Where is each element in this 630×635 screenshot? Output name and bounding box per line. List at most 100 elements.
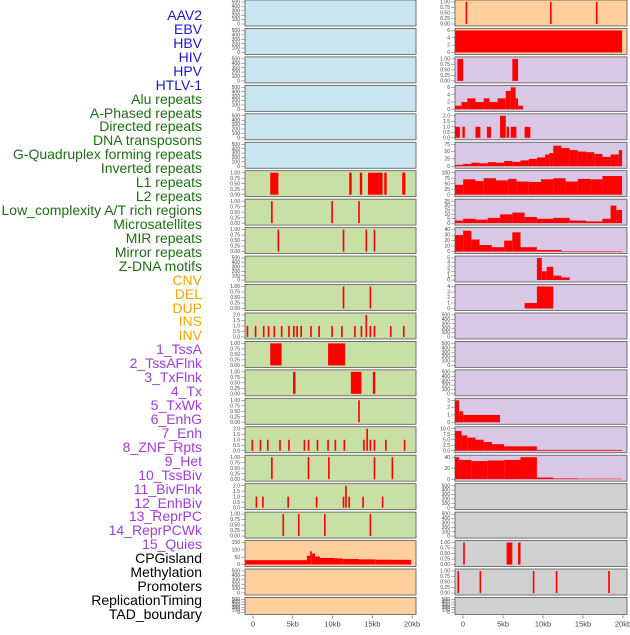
data-bar — [270, 172, 279, 195]
y-tick-label: 400 — [442, 317, 451, 323]
data-bar — [360, 325, 363, 337]
y-tick-label: 200 — [232, 155, 241, 161]
track-label: Methylation — [130, 564, 202, 581]
y-tick-label: 0.00 — [440, 79, 450, 85]
data-bar — [550, 2, 552, 24]
y-tick-label: 300 — [442, 321, 451, 327]
y-tick-label: 50 — [444, 149, 450, 155]
data-bar — [369, 325, 372, 337]
data-bar — [311, 553, 316, 565]
y-tick-label: 1.5 — [233, 432, 240, 438]
y-tick-label: 0.50 — [440, 11, 450, 17]
x-tick-label: 10kb — [535, 619, 551, 628]
data-bar — [279, 439, 281, 451]
data-bar — [506, 126, 510, 138]
y-tick-label: 7.5 — [443, 432, 450, 438]
track-label: CPGisland — [135, 550, 202, 567]
data-bar — [270, 343, 282, 366]
data-bar — [362, 496, 364, 508]
data-bar — [518, 542, 521, 565]
y-tick-label: 0.00 — [230, 249, 240, 255]
data-bar — [375, 559, 392, 565]
track-label: L1 repeats — [135, 174, 202, 191]
y-tick-label: 200 — [442, 326, 451, 332]
track-label: MIR repeats — [125, 229, 202, 246]
y-tick-label: 1.5 — [233, 318, 240, 324]
y-tick-label: 500 — [232, 142, 241, 148]
data-bar — [307, 457, 310, 480]
y-tick-label: 400 — [232, 61, 241, 67]
data-bar — [373, 229, 376, 252]
panel-background — [454, 568, 628, 596]
y-tick-label: 400 — [442, 345, 451, 351]
track-panel: 0.02.55.07.510.0 — [440, 426, 628, 454]
y-tick-label: 0.75 — [230, 233, 240, 239]
panel-background — [244, 255, 417, 283]
data-bar — [369, 286, 372, 309]
data-bar — [505, 91, 511, 110]
data-bar — [510, 126, 517, 138]
y-tick-label: 25 — [444, 187, 450, 193]
y-tick-label: 0.50 — [230, 238, 240, 244]
y-tick-label: 10 — [444, 244, 450, 250]
data-bar — [358, 201, 360, 224]
y-tick-label: 0.25 — [230, 244, 240, 250]
y-tick-label: 2.0 — [443, 113, 450, 119]
data-bar — [349, 172, 352, 195]
x-tick-label: 5kb — [287, 619, 299, 628]
data-bar — [536, 449, 623, 451]
y-tick-label: 400 — [442, 600, 451, 606]
y-tick-label: 1.00 — [440, 569, 450, 575]
data-bar — [372, 371, 376, 394]
data-bar — [334, 439, 337, 451]
track-panel: 0.000.250.500.751.00 — [230, 227, 417, 255]
track-panel: 0.000.250.500.751.00 — [230, 198, 417, 227]
track-label: Directed repeats — [99, 118, 202, 135]
data-bar — [508, 178, 517, 195]
data-bar — [512, 232, 521, 252]
data-bar — [277, 229, 280, 252]
y-tick-label: 0.00 — [230, 221, 240, 227]
data-bar — [318, 325, 320, 337]
y-tick-label: 6 — [447, 28, 450, 34]
y-tick-label: 1.00 — [230, 398, 240, 404]
data-bar — [553, 478, 578, 480]
data-bar — [536, 477, 554, 480]
data-bar — [463, 414, 501, 423]
data-bar — [463, 218, 476, 224]
data-bar — [586, 221, 603, 224]
y-tick-label: 0.75 — [230, 517, 240, 523]
y-tick-label: 500 — [442, 483, 451, 489]
y-tick-label: 50 — [234, 555, 240, 561]
y-tick-label: 25 — [444, 199, 450, 205]
y-tick-label: 5 — [447, 216, 450, 222]
y-tick-label: 20 — [444, 203, 450, 209]
data-bar — [602, 176, 623, 195]
y-tick-label: 100 — [232, 586, 241, 592]
y-tick-label: 400 — [232, 4, 241, 10]
track-label: HPV — [173, 62, 202, 79]
y-tick-label: 500 — [232, 85, 241, 91]
y-tick-label: 500 — [232, 113, 241, 119]
y-tick-label: 400 — [442, 516, 451, 522]
data-bar — [342, 558, 359, 565]
y-tick-label: 0.50 — [230, 352, 240, 358]
data-bar — [327, 439, 329, 451]
y-tick-label: 400 — [442, 374, 451, 380]
data-bar — [545, 154, 550, 167]
data-bar — [348, 496, 351, 508]
data-bar — [518, 105, 523, 110]
data-bar — [403, 439, 406, 451]
y-tick-label: 20 — [444, 238, 450, 244]
y-tick-label: 500 — [232, 57, 241, 63]
data-bar — [577, 178, 591, 195]
y-tick-label: 1.00 — [230, 284, 240, 290]
data-bar — [254, 325, 257, 337]
data-bar — [569, 150, 578, 167]
data-bar — [358, 400, 360, 423]
y-tick-label: 4 — [447, 92, 450, 98]
